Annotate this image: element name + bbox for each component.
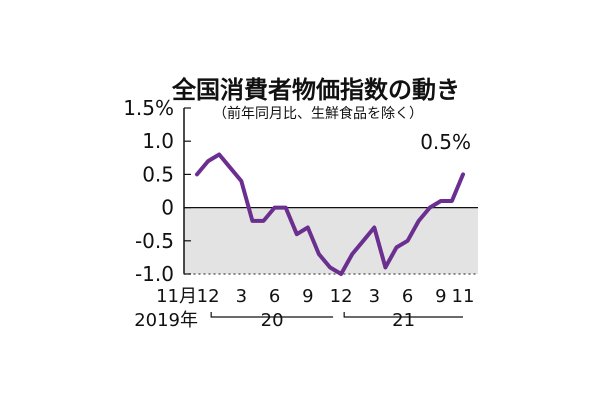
x-tick-label: 9 bbox=[302, 286, 313, 307]
x-tick-label: 12 bbox=[330, 286, 353, 307]
cpi-data-point bbox=[340, 273, 342, 275]
x-tick-label: 6 bbox=[402, 286, 413, 307]
x-tick-label: 3 bbox=[369, 286, 380, 307]
x-tick-label: 6 bbox=[269, 286, 280, 307]
cpi-data-point bbox=[285, 207, 287, 209]
cpi-data-point bbox=[462, 173, 464, 175]
cpi-data-point bbox=[396, 246, 397, 248]
cpi-data-point bbox=[407, 240, 409, 242]
chart-subtitle: （前年同月比、生鮮食品を除く） bbox=[213, 105, 423, 122]
cpi-data-point bbox=[251, 220, 253, 222]
y-tick-label: -1.0 bbox=[135, 262, 174, 286]
negative-area-shading bbox=[184, 207, 478, 274]
y-tick-label: 1.0 bbox=[142, 129, 174, 153]
latest-value-annotation: 0.5% bbox=[420, 130, 471, 154]
cpi-data-point bbox=[373, 227, 375, 228]
cpi-data-point bbox=[307, 227, 309, 228]
x-tick-label: 3 bbox=[236, 286, 247, 307]
cpi-data-point bbox=[440, 200, 442, 202]
y-tick-label: -0.5 bbox=[135, 229, 174, 253]
cpi-data-point bbox=[218, 154, 220, 155]
cpi-data-point bbox=[263, 220, 264, 222]
year-label-2019: 2019年 bbox=[134, 310, 198, 331]
x-tick-label: 12 bbox=[197, 286, 220, 307]
x-tick-label: 9 bbox=[435, 286, 446, 307]
cpi-data-point bbox=[296, 233, 298, 235]
year-label-2021: 21 bbox=[392, 310, 415, 331]
y-tick-label: 0 bbox=[161, 196, 174, 220]
cpi-data-point bbox=[351, 253, 353, 255]
cpi-data-point bbox=[329, 266, 331, 268]
cpi-data-point bbox=[207, 160, 209, 162]
cpi-data-point bbox=[274, 207, 276, 209]
cpi-data-point bbox=[318, 253, 320, 255]
x-tick-label: 11月 bbox=[156, 286, 197, 307]
y-tick-label: 1.5% bbox=[123, 96, 174, 120]
cpi-data-point bbox=[384, 266, 386, 268]
y-tick-label: 0.5 bbox=[142, 162, 174, 186]
chart-title: 全国消費者物価指数の動き bbox=[171, 76, 460, 104]
cpi-data-point bbox=[362, 240, 364, 242]
cpi-data-point bbox=[229, 167, 231, 169]
cpi-data-point bbox=[429, 207, 431, 209]
year-bracket-2021 bbox=[343, 312, 463, 318]
year-label-2020: 20 bbox=[261, 310, 284, 331]
cpi-data-point bbox=[240, 180, 242, 182]
cpi-data-point bbox=[418, 220, 420, 222]
cpi-data-point bbox=[196, 173, 198, 175]
x-tick-label: 11 bbox=[452, 286, 475, 307]
year-bracket-2020 bbox=[210, 312, 334, 318]
cpi-data-point bbox=[451, 200, 453, 202]
